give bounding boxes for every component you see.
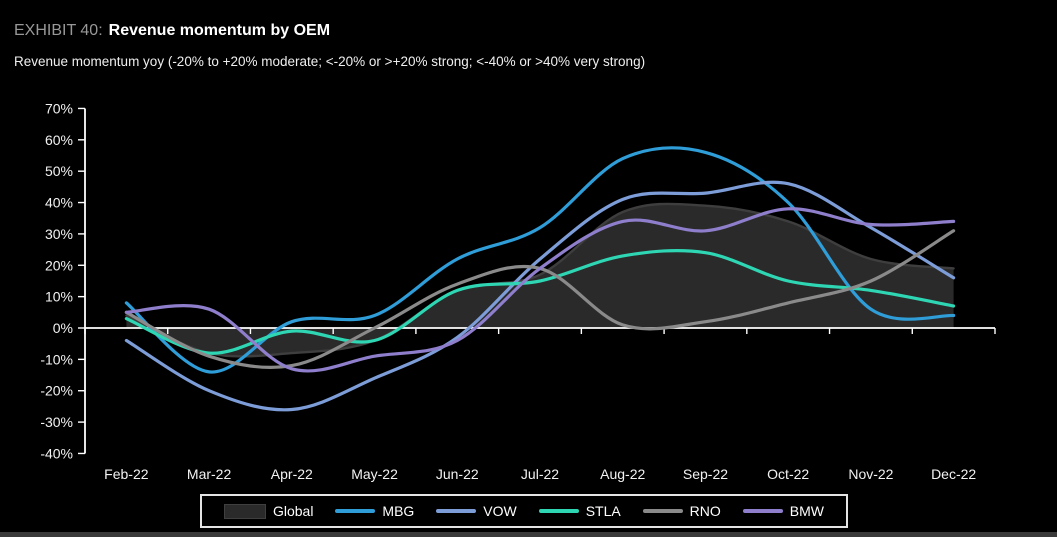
- chart-legend: Global MBG VOW STLA RNO BMW: [200, 494, 848, 528]
- x-tick-label: Apr-22: [271, 466, 313, 482]
- series-line-STLA: [124, 249, 956, 355]
- x-tick-label: Aug-22: [600, 466, 645, 482]
- y-tick-label: 0%: [53, 320, 73, 336]
- x-tick-label: Sep-22: [683, 466, 728, 482]
- y-tick-label: -30%: [40, 414, 73, 430]
- legend-label-mbg: MBG: [382, 503, 415, 519]
- legend-label-rno: RNO: [689, 503, 721, 519]
- legend-swatch-mbg: [335, 509, 376, 513]
- header: EXHIBIT 40: Revenue momentum by OEM: [14, 22, 330, 40]
- x-tick-label: Jul-22: [521, 466, 559, 482]
- legend-swatch-rno: [642, 509, 683, 513]
- exhibit-label: EXHIBIT 40:: [14, 22, 103, 39]
- legend-label-stla: STLA: [585, 503, 621, 519]
- legend-item-stla: STLA: [538, 503, 621, 519]
- y-axis: [78, 107, 86, 455]
- legend-item-vow: VOW: [436, 503, 517, 519]
- page-subtitle: Revenue momentum yoy (-20% to +20% moder…: [14, 54, 646, 69]
- y-tick-label: 50%: [45, 163, 73, 179]
- legend-swatch-global: [223, 503, 266, 519]
- y-tick-label: 40%: [45, 195, 73, 211]
- series-line-BMW: [124, 207, 956, 373]
- legend-swatch-bmw: [742, 509, 783, 513]
- legend-label-bmw: BMW: [789, 503, 824, 519]
- page-title: Revenue momentum by OEM: [108, 22, 331, 39]
- series-line-VOW: [124, 180, 956, 412]
- x-tick-label: Dec-22: [931, 466, 976, 482]
- x-tick-label: Mar-22: [187, 466, 232, 482]
- y-tick-label: -10%: [40, 351, 73, 367]
- legend-label-global: Global: [272, 503, 314, 519]
- legend-label-vow: VOW: [483, 503, 517, 519]
- x-tick-label: Oct-22: [767, 466, 809, 482]
- x-tick-label: Jun-22: [436, 466, 479, 482]
- x-tick-label: May-22: [351, 466, 398, 482]
- x-tick-label: Feb-22: [104, 466, 149, 482]
- legend-item-mbg: MBG: [335, 503, 414, 519]
- bottom-bar: [0, 532, 1057, 537]
- legend-item-rno: RNO: [642, 503, 721, 519]
- y-tick-label: 20%: [45, 257, 73, 273]
- legend-swatch-stla: [538, 509, 579, 513]
- y-tick-label: -40%: [40, 445, 73, 461]
- y-tick-label: -20%: [40, 383, 73, 399]
- legend-item-global: Global: [223, 503, 314, 519]
- y-tick-label: 60%: [45, 132, 73, 148]
- y-tick-label: 70%: [45, 100, 73, 116]
- series-line-MBG: [124, 146, 956, 374]
- legend-item-bmw: BMW: [742, 503, 824, 519]
- y-tick-label: 30%: [45, 226, 73, 242]
- legend-swatch-vow: [436, 509, 477, 513]
- y-tick-label: 10%: [45, 289, 73, 305]
- x-tick-label: Nov-22: [848, 466, 893, 482]
